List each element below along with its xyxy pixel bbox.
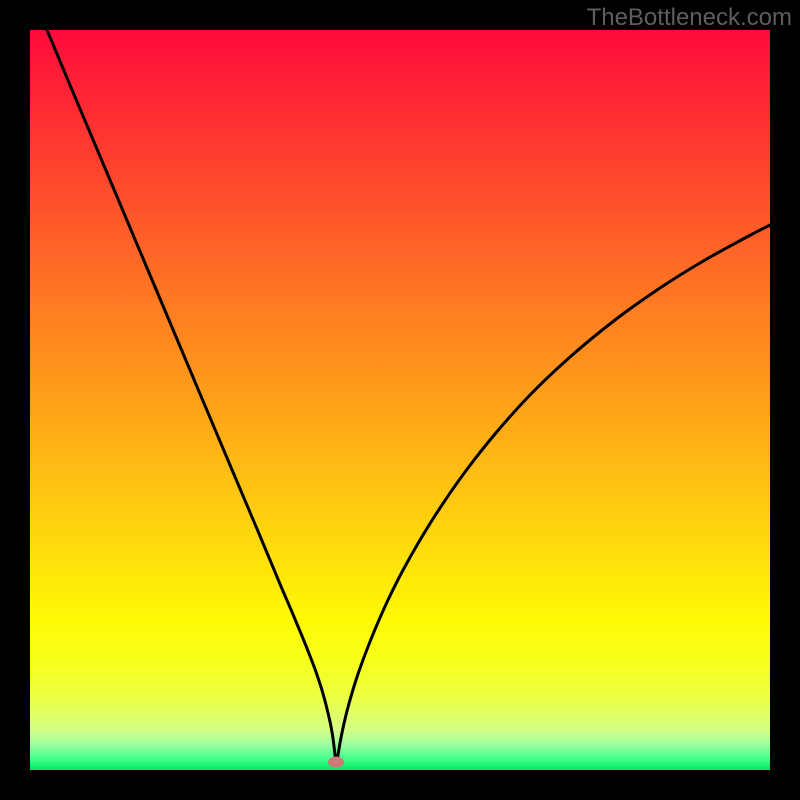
bottleneck-curve — [30, 30, 770, 770]
plot-area — [30, 30, 770, 770]
watermark-text: TheBottleneck.com — [587, 4, 792, 32]
minimum-marker — [328, 757, 344, 768]
chart-frame: TheBottleneck.com — [0, 0, 800, 800]
